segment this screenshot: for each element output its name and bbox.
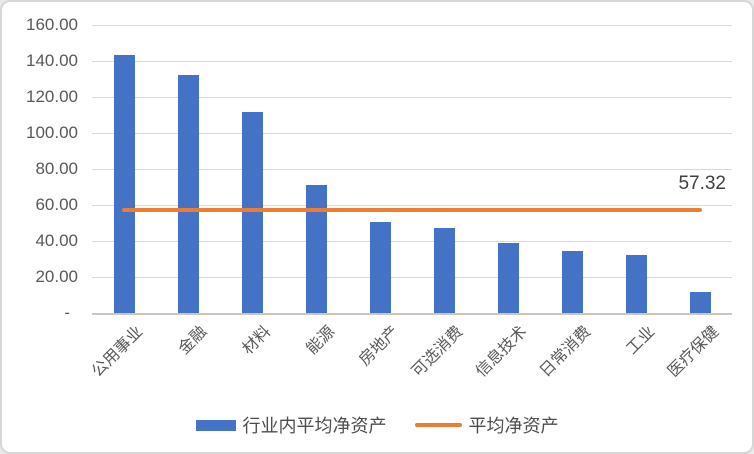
gridline <box>92 277 732 278</box>
y-tick-label: 140.00 <box>26 51 78 70</box>
bar-能源 <box>305 184 327 313</box>
gridline <box>92 241 732 242</box>
bar-公用事业 <box>113 54 135 313</box>
legend-bar-label: 行业内平均净资产 <box>242 416 387 436</box>
bar-医疗保健 <box>689 292 711 313</box>
x-axis-line <box>92 313 732 315</box>
gridline <box>92 97 732 98</box>
bar-工业 <box>625 255 647 313</box>
x-tick-label: 房地产 <box>356 323 403 370</box>
x-tick-label: 金融 <box>175 323 211 358</box>
y-tick-label: 40.00 <box>35 231 78 250</box>
legend: 行业内平均净资产 平均净资产 <box>2 412 752 438</box>
legend-item-line-series: 平均净资产 <box>414 412 559 438</box>
y-tick-label: 120.00 <box>26 87 78 106</box>
x-tick-label: 日常消费 <box>536 323 595 381</box>
y-tick-label: - <box>64 303 70 322</box>
legend-line-swatch-icon <box>414 423 462 427</box>
x-tick-label: 工业 <box>623 323 659 358</box>
bar-材料 <box>241 112 263 313</box>
average-value-label: 57.32 <box>678 172 726 194</box>
gridline <box>92 25 732 26</box>
y-axis: 160.00 140.00 120.00 100.00 80.00 60.00 40.00 2… <box>2 2 78 452</box>
bar-日常消费 <box>561 250 583 313</box>
y-tick-label: 20.00 <box>35 267 78 286</box>
y-tick-label: 160.00 <box>26 15 78 34</box>
gridline <box>92 169 732 170</box>
gridline <box>92 133 732 134</box>
plot-area: 57.32 <box>92 25 732 315</box>
bar-金融 <box>177 74 199 313</box>
gridline <box>92 205 732 206</box>
x-tick-label: 能源 <box>303 323 339 358</box>
legend-bar-swatch-icon <box>195 419 236 431</box>
x-axis: 公用事业 金融 材料 能源 房地产 可选消费 信息技术 日常消费 工业 医疗保健 <box>89 319 732 414</box>
legend-item-bar-series: 行业内平均净资产 <box>195 412 387 438</box>
y-tick-label: 100.00 <box>26 123 78 142</box>
x-tick-label: 可选消费 <box>408 323 467 381</box>
x-tick-label: 信息技术 <box>472 323 531 381</box>
average-line <box>122 207 702 212</box>
bar-房地产 <box>369 222 391 313</box>
x-tick-label: 公用事业 <box>88 323 147 381</box>
bar-信息技术 <box>497 242 519 313</box>
x-tick-label: 医疗保健 <box>664 323 723 381</box>
gridline <box>92 61 732 62</box>
y-tick-label: 60.00 <box>35 195 78 214</box>
legend-line-label: 平均净资产 <box>468 416 559 436</box>
x-tick-label: 材料 <box>239 323 275 358</box>
y-tick-label: 80.00 <box>35 159 78 178</box>
bar-可选消费 <box>433 228 455 313</box>
